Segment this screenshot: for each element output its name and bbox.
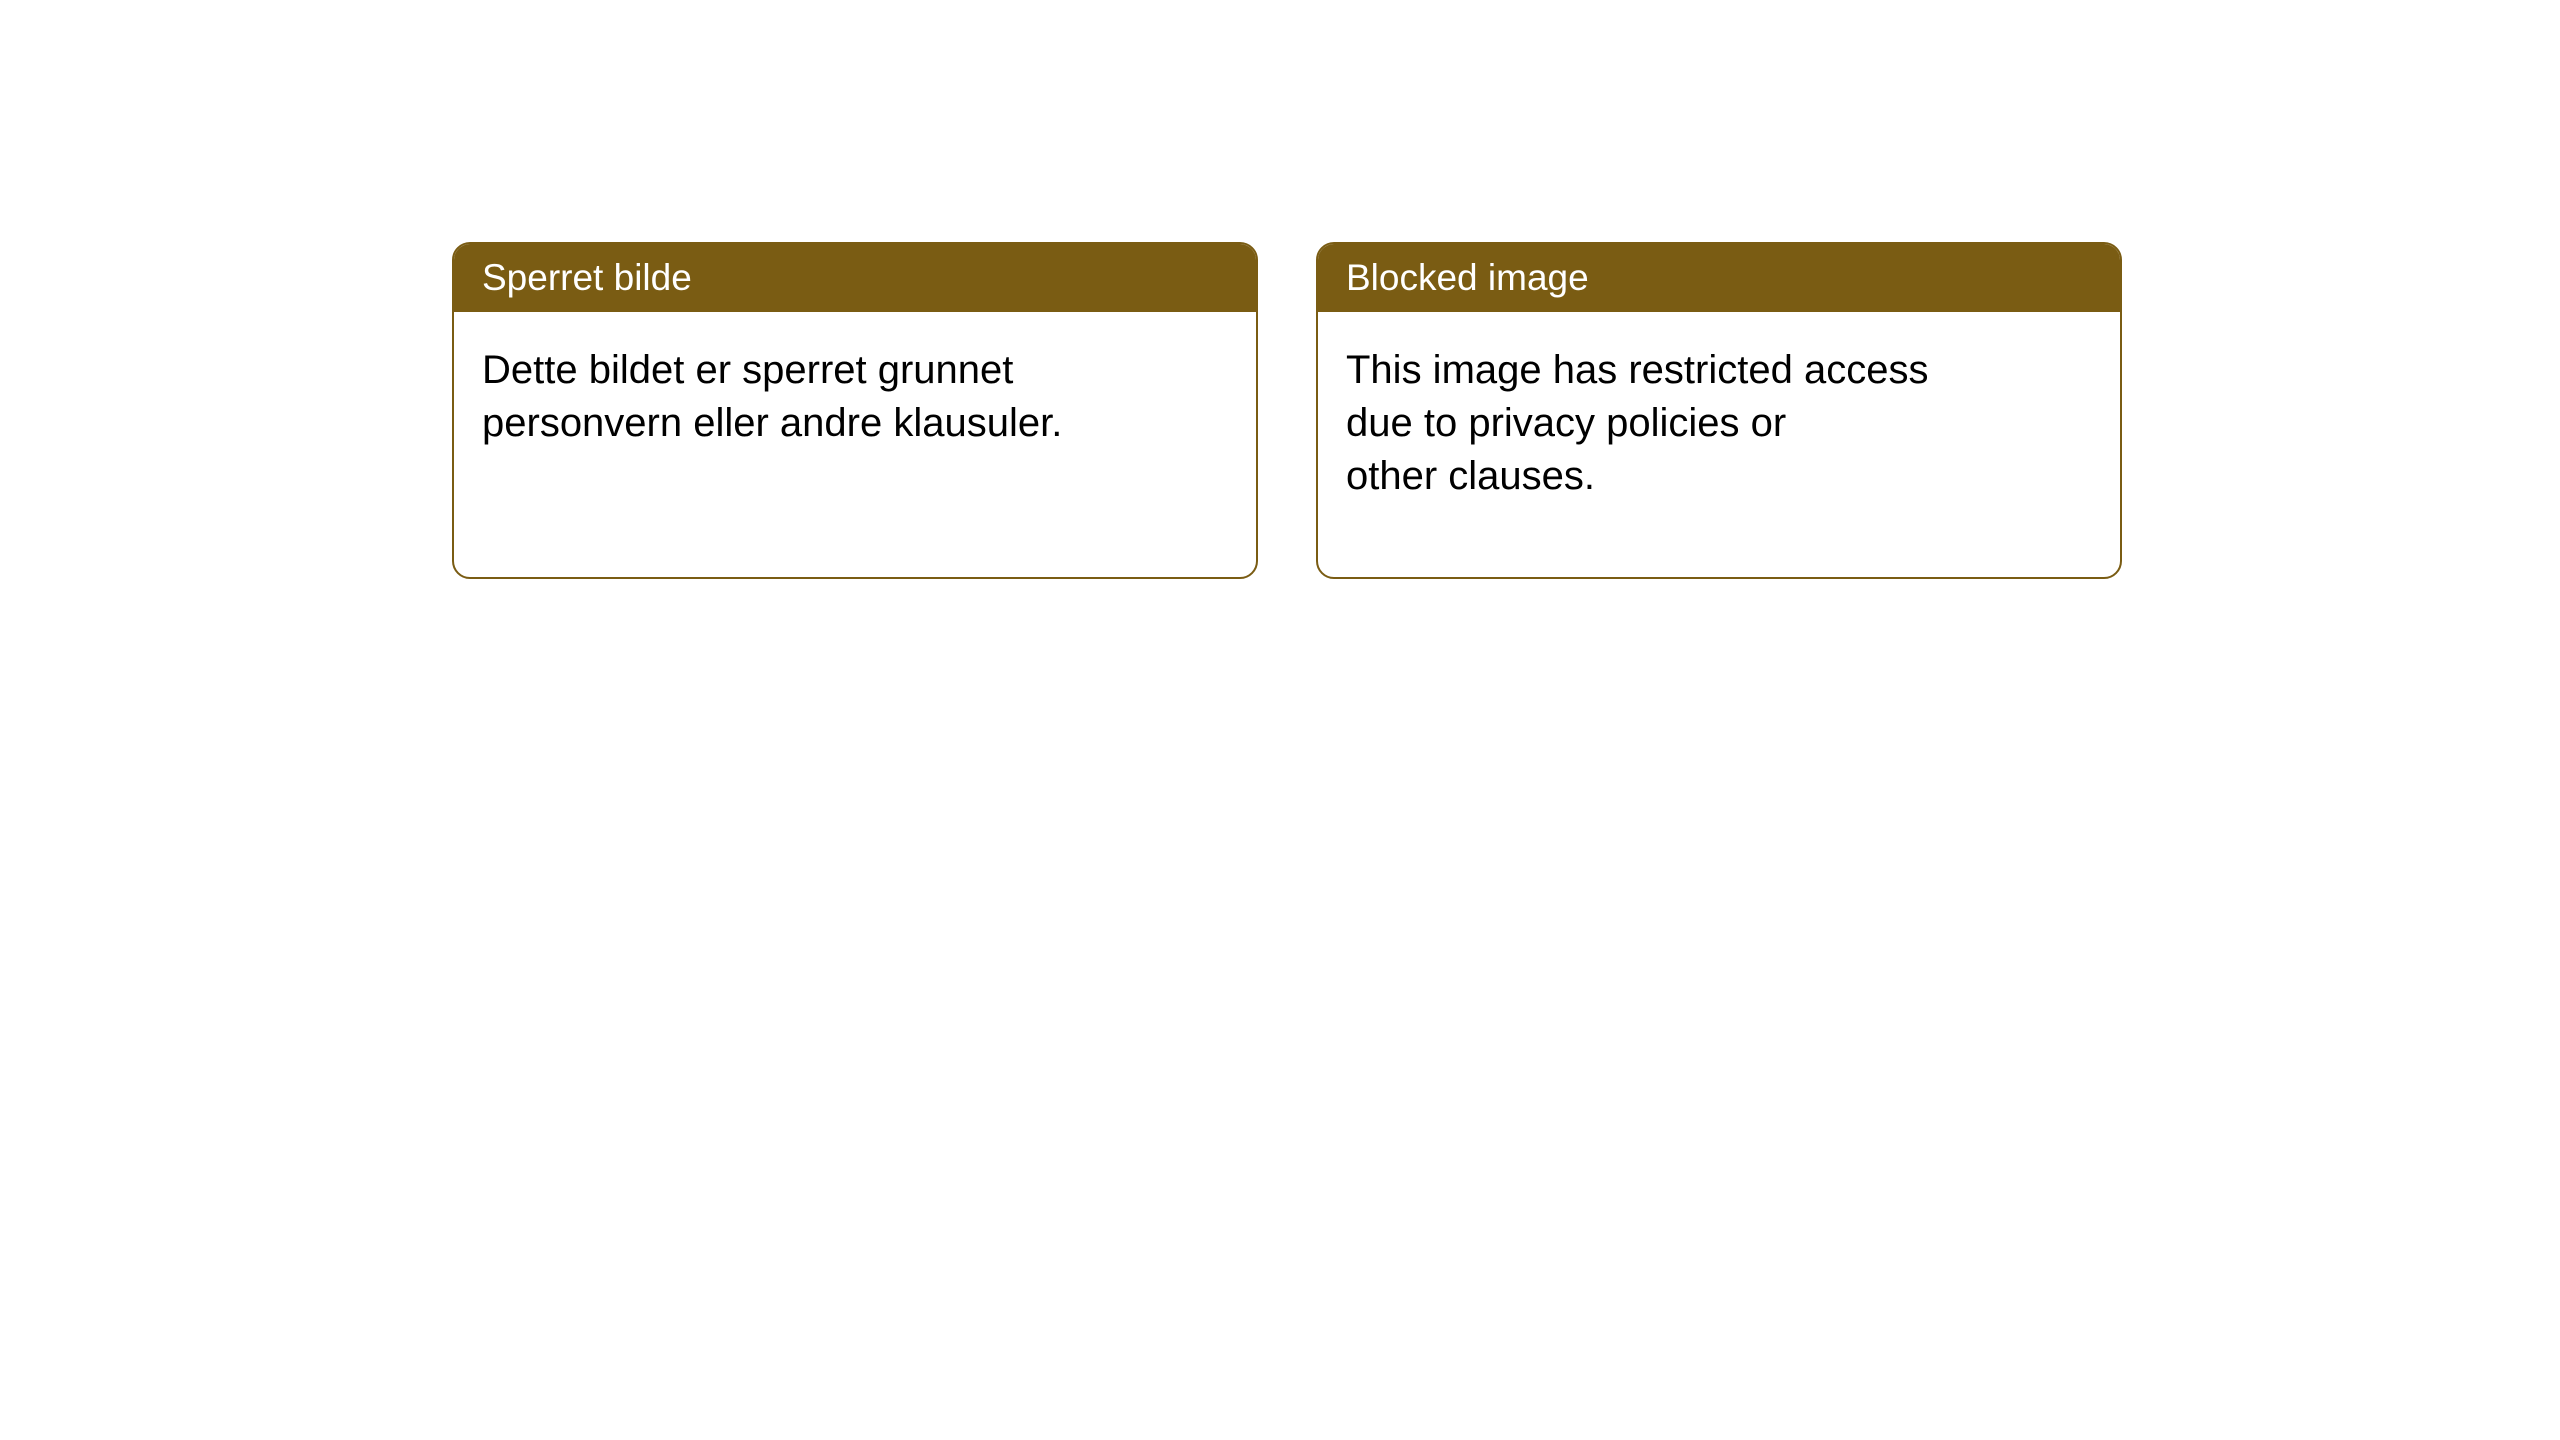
notice-card-no: Sperret bilde Dette bildet er sperret gr… bbox=[452, 242, 1258, 579]
notice-container: Sperret bilde Dette bildet er sperret gr… bbox=[0, 0, 2560, 579]
notice-body-no: Dette bildet er sperret grunnet personve… bbox=[454, 312, 1256, 482]
notice-body-en: This image has restricted access due to … bbox=[1318, 312, 2120, 534]
notice-header-en: Blocked image bbox=[1318, 244, 2120, 312]
notice-card-en: Blocked image This image has restricted … bbox=[1316, 242, 2122, 579]
notice-header-no: Sperret bilde bbox=[454, 244, 1256, 312]
